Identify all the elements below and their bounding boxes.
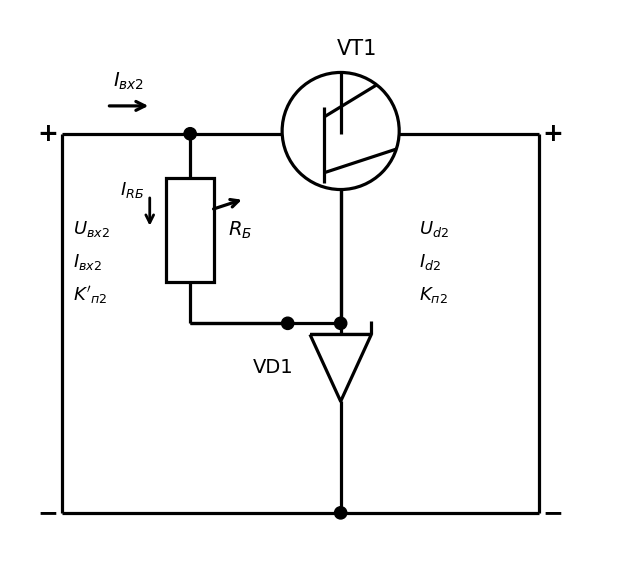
Text: +: + [38,122,58,146]
Text: $K'_{п2}$: $K'_{п2}$ [73,284,107,306]
Circle shape [281,317,294,329]
Text: $I_{d2}$: $I_{d2}$ [418,252,441,272]
Circle shape [335,507,347,519]
Bar [166,178,214,282]
Text: $I_{RБ}$: $I_{RБ}$ [120,180,144,199]
Text: VT1: VT1 [337,38,378,59]
Text: $K_{п2}$: $K_{п2}$ [418,285,448,306]
Text: $I_{вх2}$: $I_{вх2}$ [113,71,144,92]
Text: $U_{d2}$: $U_{d2}$ [418,218,449,239]
Text: −: − [37,501,58,525]
Text: $I_{вх2}$: $I_{вх2}$ [73,252,102,272]
Text: $R_Б$: $R_Б$ [228,219,252,240]
Text: +: + [542,122,563,146]
Circle shape [335,317,347,329]
Text: −: − [542,501,563,525]
Circle shape [184,128,197,140]
Text: $U_{вх2}$: $U_{вх2}$ [73,218,110,239]
Text: VD1: VD1 [253,359,293,377]
